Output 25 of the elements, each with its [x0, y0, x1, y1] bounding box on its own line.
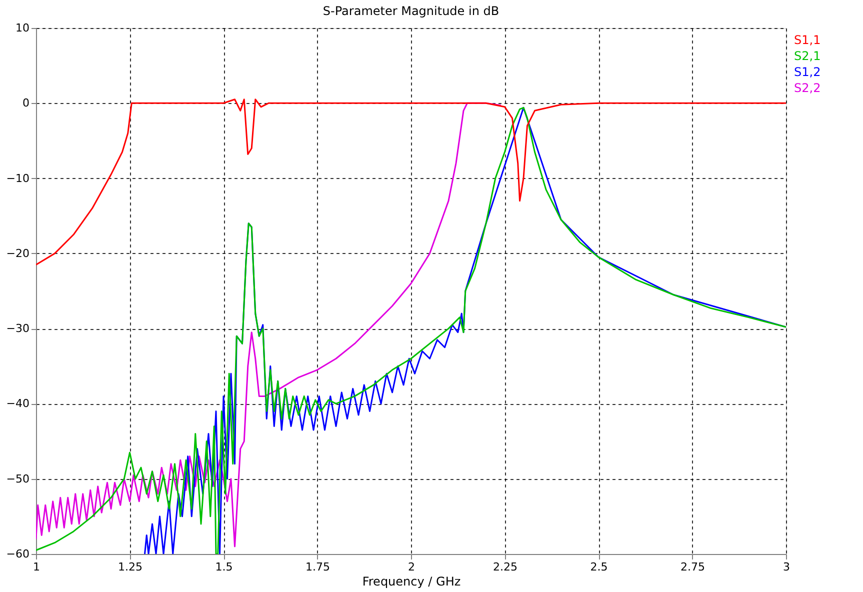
y-tick-label: −30	[6, 322, 30, 336]
text: S1,1	[794, 33, 821, 47]
line-series	[36, 98, 786, 266]
x-tick-label: 2	[408, 560, 415, 574]
x-tick-label: 1.25	[118, 560, 142, 574]
x-tick-label: 1.75	[306, 560, 330, 574]
x-tick-label: 2.75	[680, 560, 705, 574]
chart-title: S-Parameter Magnitude in dB	[322, 4, 500, 18]
x-tick-label: 1.5	[215, 560, 233, 574]
y-tick-label: 0	[22, 96, 30, 110]
x-tick-label: 3	[783, 560, 790, 574]
text: S2,1	[794, 49, 821, 63]
y-tick-label: −60	[6, 548, 30, 560]
y-tick-label: −40	[6, 397, 30, 410]
x-tick-label: 2.25	[493, 560, 518, 574]
line-series	[36, 102, 502, 548]
x-tick-label: 1	[33, 560, 40, 574]
y-tick-label: 10	[16, 22, 30, 34]
x-axis-title: Frequency / GHz	[362, 574, 461, 588]
text: S2,2	[794, 81, 821, 95]
y-tick-label: −10	[6, 172, 30, 185]
x-tick-label: 2.5	[590, 560, 608, 574]
y-tick-label: −20	[6, 246, 30, 260]
y-tick-label: −50	[6, 472, 30, 486]
text: S1,2	[794, 65, 821, 79]
